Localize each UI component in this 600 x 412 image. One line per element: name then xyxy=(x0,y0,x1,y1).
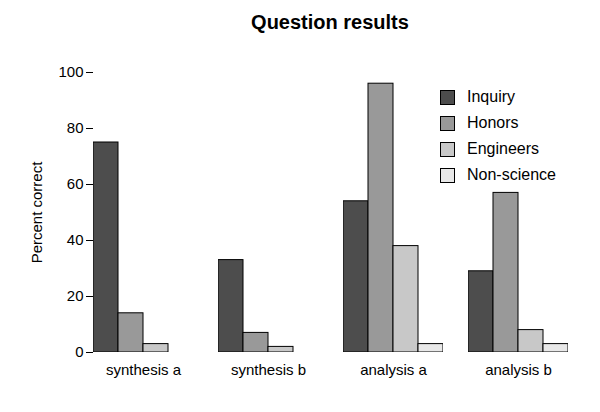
svg-text:0: 0 xyxy=(75,343,83,360)
svg-text:80: 80 xyxy=(67,119,84,136)
svg-text:Percent correct: Percent correct xyxy=(28,161,45,264)
svg-text:20: 20 xyxy=(67,287,84,304)
html-text:Honors: Honors xyxy=(467,114,519,131)
svg-text:analysis a: analysis a xyxy=(360,361,427,378)
svg-text:analysis b: analysis b xyxy=(485,361,552,378)
svg-text:100: 100 xyxy=(58,63,83,80)
svg-text:60: 60 xyxy=(67,175,84,192)
html-text:Non-science: Non-science xyxy=(467,166,556,183)
html-text:Engineers: Engineers xyxy=(467,140,539,157)
svg-text:40: 40 xyxy=(67,231,84,248)
svg-text:synthesis a: synthesis a xyxy=(106,361,182,378)
html-text:Question results: Question results xyxy=(251,11,409,33)
html-text:Inquiry: Inquiry xyxy=(467,88,515,105)
svg-text:synthesis b: synthesis b xyxy=(231,361,306,378)
